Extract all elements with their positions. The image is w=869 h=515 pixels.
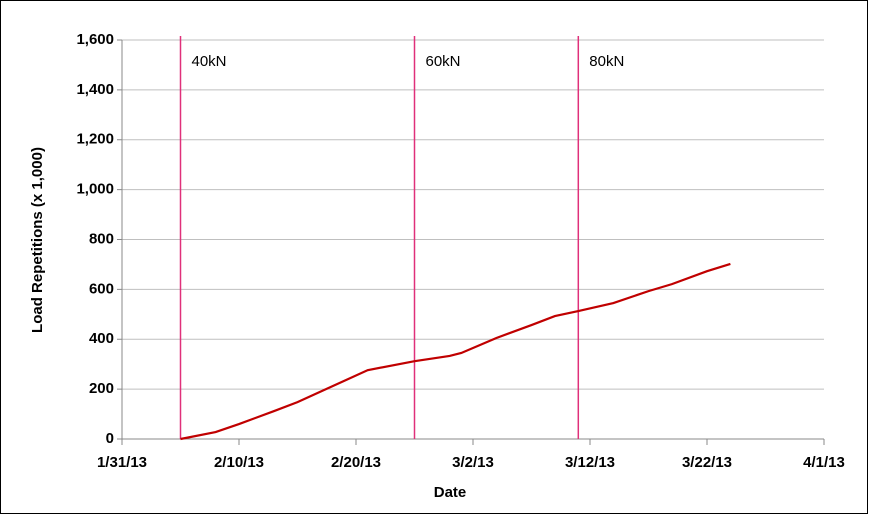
y-tick-label: 400 bbox=[89, 330, 114, 347]
x-tick-label: 3/12/13 bbox=[565, 454, 615, 471]
x-tick-label: 3/22/13 bbox=[682, 454, 732, 471]
x-tick-label: 2/20/13 bbox=[331, 454, 381, 471]
y-axis-label: Load Repetitions (x 1,000) bbox=[29, 147, 46, 333]
y-tick-label: 800 bbox=[89, 230, 114, 247]
load-label: 80kN bbox=[589, 53, 624, 70]
load-label: 60kN bbox=[426, 53, 461, 70]
x-tick-label: 1/31/13 bbox=[97, 454, 147, 471]
y-tick-label: 1,000 bbox=[76, 181, 114, 198]
y-tick-label: 1,600 bbox=[76, 31, 114, 48]
y-tick-label: 0 bbox=[106, 430, 114, 447]
y-tick-label: 200 bbox=[89, 380, 114, 397]
x-tick-label: 4/1/13 bbox=[803, 454, 845, 471]
x-tick-label: 2/10/13 bbox=[214, 454, 264, 471]
x-axis-label: Date bbox=[434, 484, 467, 501]
load-label: 40kN bbox=[192, 53, 227, 70]
y-tick-label: 1,200 bbox=[76, 131, 114, 148]
data-line bbox=[180, 262, 731, 441]
x-tick-label: 3/2/13 bbox=[452, 454, 494, 471]
y-tick-label: 1,400 bbox=[76, 81, 114, 98]
y-tick-label: 600 bbox=[89, 280, 114, 297]
